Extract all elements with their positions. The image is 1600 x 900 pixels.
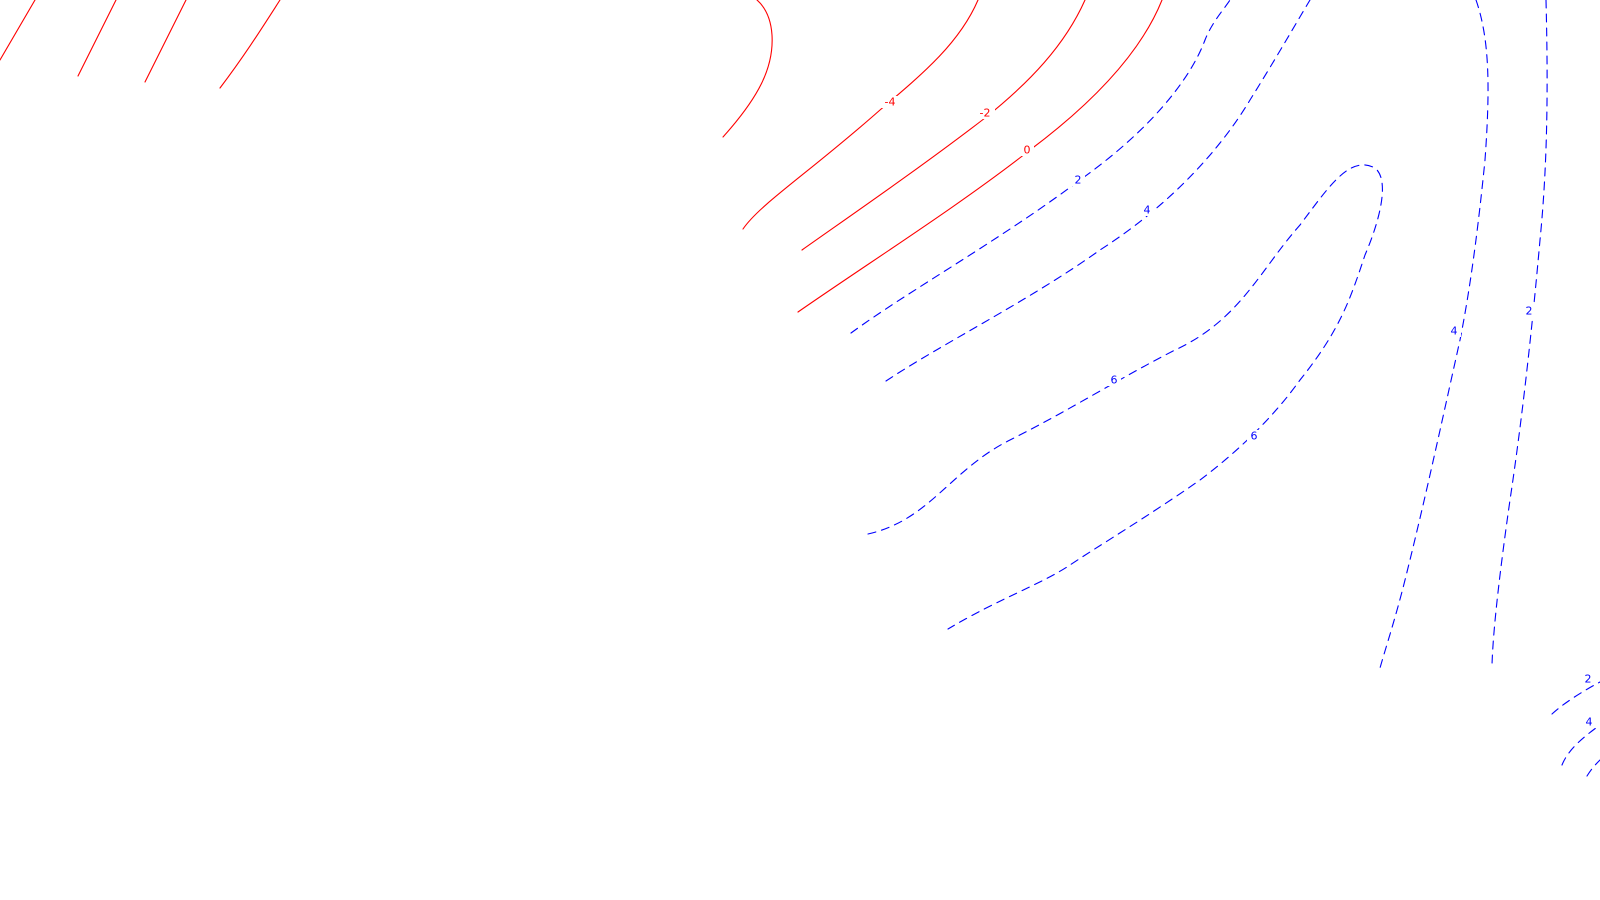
contour-label-4-right: 4 <box>1451 325 1458 338</box>
contour-label-2-bottom-right: 2 <box>1585 673 1592 686</box>
contour-line-level-6-bottom-right <box>1586 759 1600 777</box>
contour-label-4-bottom-right: 4 <box>1586 716 1593 729</box>
contour-label-minus-2: -2 <box>980 107 991 120</box>
contour-line-red-ul-4 <box>219 0 281 89</box>
contour-line-level-6-loop <box>867 164 1383 630</box>
contour-label-minus-4: -4 <box>885 96 896 109</box>
contour-line-level-2-main <box>850 0 1231 334</box>
contour-label-2: 2 <box>1075 174 1082 187</box>
contour-label-6-upper: 6 <box>1111 374 1118 387</box>
contour-line-red-ul-1 <box>0 0 36 61</box>
contour-line-level-2-right <box>1491 0 1548 666</box>
contour-line-level-4-bottom-right <box>1561 724 1600 766</box>
contour-label-0: 0 <box>1024 144 1031 157</box>
contour-line-level-4-main <box>885 0 1311 382</box>
contour-labels: -4 -2 0 2 4 6 6 4 2 2 4 <box>880 96 1596 729</box>
contour-line-level-minus-2 <box>801 0 1086 251</box>
contour-line-level-minus-4 <box>742 0 979 230</box>
contour-label-4: 4 <box>1144 204 1151 217</box>
contour-line-level-4-right <box>1379 0 1489 669</box>
contour-label-6-lower: 6 <box>1251 430 1258 443</box>
contour-line-red-ul-2 <box>77 0 117 77</box>
contour-line-level-2-bottom-right <box>1551 681 1600 715</box>
contour-group-upper-left <box>0 0 281 89</box>
contour-line-red-ul-3 <box>144 0 187 83</box>
contour-line-red-hook <box>722 0 773 138</box>
contour-label-2-right: 2 <box>1526 305 1533 318</box>
